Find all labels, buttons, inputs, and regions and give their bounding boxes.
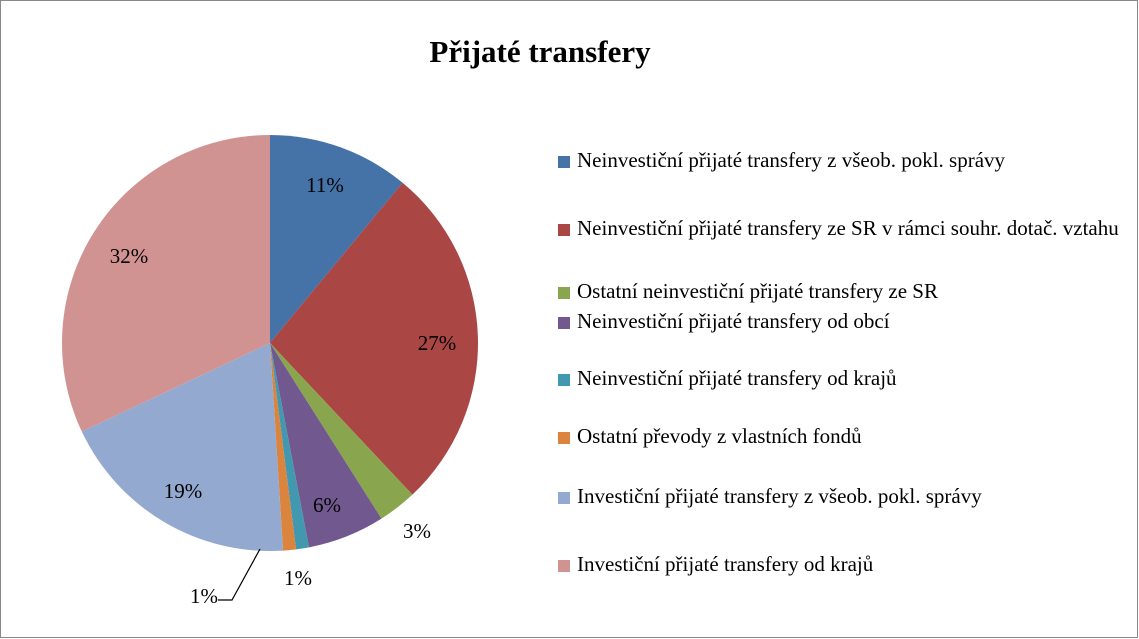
data-label: 6%: [313, 493, 341, 517]
legend-swatch: [558, 317, 570, 329]
data-label: 1%: [284, 566, 312, 590]
data-label: 27%: [418, 331, 457, 355]
data-label: 1%: [190, 584, 218, 608]
pie-slice: [61, 135, 271, 432]
legend-swatch: [558, 224, 570, 236]
legend-label: Investiční přijaté transfery z všeob. po…: [577, 484, 982, 508]
leader-line: [218, 548, 261, 601]
data-label: 11%: [306, 173, 344, 197]
legend-label: Neinvestiční přijaté transfery od obcí: [577, 309, 890, 333]
pie-slice: [270, 343, 413, 519]
legend-swatch: [558, 560, 570, 572]
legend-label: Neinvestiční přijaté transfery ze SR v r…: [577, 216, 1119, 240]
legend-label: Ostatní neinvestiční přijaté transfery z…: [577, 279, 938, 303]
legend-label: Neinvestiční přijaté transfery z všeob. …: [577, 148, 1006, 172]
legend-label: Neinvestiční přijaté transfery od krajů: [577, 366, 897, 390]
pie-slice: [270, 182, 479, 495]
legend-swatch: [558, 492, 570, 504]
chart-title: Přijaté transfery: [429, 34, 651, 69]
legend-swatch: [558, 432, 570, 444]
data-label: 19%: [164, 479, 203, 503]
pie-slice: [270, 343, 297, 551]
pie-slice: [270, 135, 403, 343]
legend-swatch: [558, 374, 570, 386]
legend-swatch: [558, 287, 570, 299]
data-label: 32%: [110, 244, 149, 268]
pie-slice: [270, 343, 382, 548]
legend-label: Investiční přijaté transfery od krajů: [577, 552, 874, 576]
pie-slice: [270, 343, 309, 550]
legend-swatch: [558, 156, 570, 168]
data-label: 3%: [403, 519, 431, 543]
legend-label: Ostatní převody z vlastních fondů: [577, 424, 862, 448]
pie-slice: [81, 343, 284, 551]
